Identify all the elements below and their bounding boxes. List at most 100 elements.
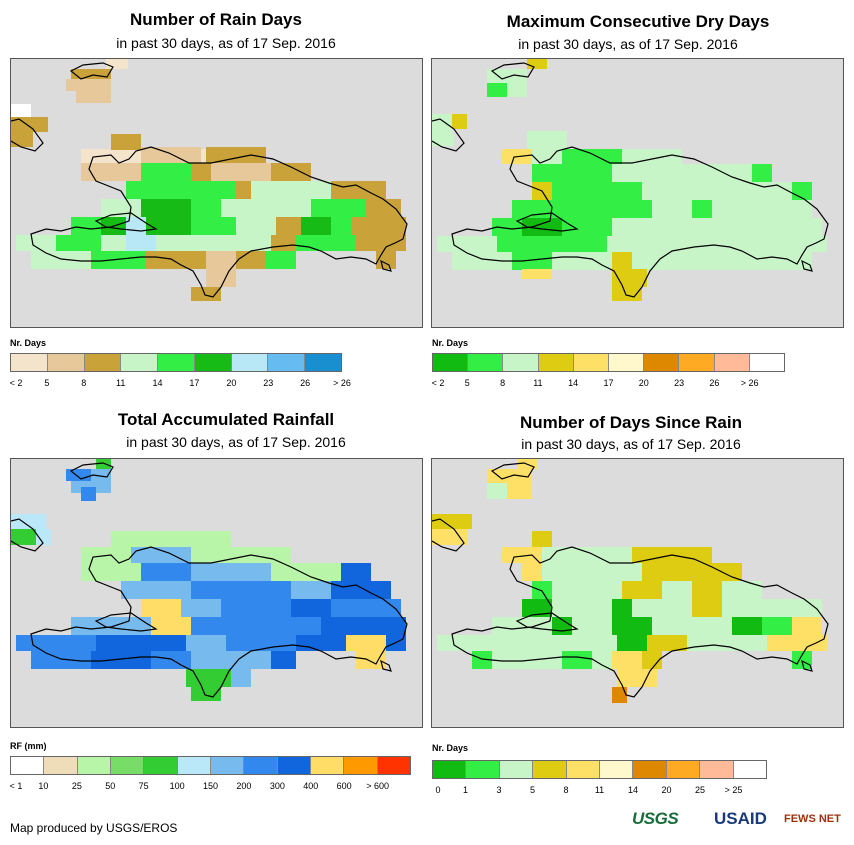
- rain-days-map: [10, 58, 423, 328]
- legend-swatch: [538, 354, 574, 371]
- legend-swatch: [609, 354, 645, 371]
- map-canvas: [11, 459, 408, 701]
- legend-swatch: [11, 757, 45, 774]
- legend-label: 26: [709, 378, 720, 388]
- legend-label: 25: [71, 781, 82, 791]
- legend-label: 20: [638, 378, 649, 388]
- legend-label: < 2: [431, 378, 445, 388]
- legend-label: < 2: [9, 378, 23, 388]
- legend-label: 8: [81, 378, 87, 388]
- legend-label: 25: [694, 785, 706, 795]
- legend-swatch: [47, 354, 85, 371]
- fews-net-logo: FEWS NET: [784, 813, 841, 825]
- dry-days-map: [431, 58, 844, 328]
- legend-swatch: [714, 354, 750, 371]
- island-outline: [11, 62, 408, 298]
- panel-subtitle: in past 30 days, as of 17 Sep. 2016: [521, 436, 741, 452]
- island-outline: [432, 462, 829, 698]
- legend-label: 20: [226, 378, 237, 388]
- legend-title: RF (mm): [10, 741, 47, 751]
- legend-label: 200: [236, 781, 252, 791]
- legend-title: Nr. Days: [10, 338, 47, 348]
- days-since-rain-legend: [432, 760, 767, 779]
- map-pixels: [11, 459, 406, 701]
- legend-swatch: [194, 354, 232, 371]
- legend-label: 8: [500, 378, 506, 388]
- legend-label: > 600: [366, 781, 389, 791]
- legend-swatch: [110, 757, 145, 774]
- legend-swatch: [733, 761, 767, 778]
- legend-label: 11: [594, 785, 605, 795]
- legend-label: 14: [152, 378, 163, 388]
- rainfall-legend: [10, 756, 411, 775]
- legend-swatch: [433, 354, 469, 371]
- legend-swatch: [433, 761, 467, 778]
- legend-label: 150: [202, 781, 219, 791]
- legend-label: 5: [529, 785, 536, 795]
- legend-label: < 1: [9, 781, 23, 791]
- legend-label: 0: [435, 785, 441, 795]
- legend-label: 11: [115, 378, 126, 388]
- map-pixels: [432, 459, 827, 703]
- legend-label: 20: [661, 785, 672, 795]
- legend-label: 1: [462, 785, 469, 795]
- legend-swatch: [499, 761, 534, 778]
- days-since-rain-map: [431, 458, 844, 728]
- legend-label: 400: [303, 781, 319, 791]
- legend-swatch: [633, 761, 667, 778]
- legend-label: 11: [533, 378, 543, 388]
- island-outline: [432, 62, 829, 298]
- legend-label: 50: [105, 781, 116, 791]
- legend-title: Nr. Days: [432, 743, 469, 753]
- legend-swatch: [377, 757, 410, 774]
- legend-swatch: [244, 757, 278, 774]
- legend-swatch: [277, 757, 311, 774]
- legend-swatch: [749, 354, 785, 371]
- legend-swatch: [644, 354, 680, 371]
- panel-title: Number of Rain Days: [130, 10, 302, 29]
- legend-label: 23: [674, 378, 685, 388]
- legend-swatch: [533, 761, 567, 778]
- map-pixels: [11, 59, 406, 301]
- legend-label: 100: [169, 781, 185, 791]
- legend-title: Nr. Days: [432, 338, 469, 348]
- map-canvas: [432, 459, 829, 703]
- rainfall-map: [10, 458, 423, 728]
- usaid-logo: USAID: [714, 809, 767, 828]
- legend-label: 3: [496, 785, 502, 795]
- panel-title: Total Accumulated Rainfall: [117, 410, 335, 429]
- legend-swatch: [121, 354, 159, 371]
- legend-swatch: [310, 757, 345, 774]
- legend-label: 5: [44, 378, 50, 388]
- legend-swatch: [158, 354, 195, 371]
- legend-swatch: [466, 761, 500, 778]
- panel-subtitle: in past 30 days, as of 17 Sep. 2016: [518, 36, 738, 52]
- legend-swatch: [305, 354, 342, 371]
- legend-label: 14: [627, 785, 639, 795]
- legend-swatch: [468, 354, 504, 371]
- legend-label: 23: [263, 378, 274, 388]
- panel-title: Number of Days Since Rain: [519, 413, 742, 432]
- legend-swatch: [503, 354, 539, 371]
- legend-swatch: [700, 761, 734, 778]
- legend-label: 14: [568, 378, 579, 388]
- legend-label: 75: [138, 781, 149, 791]
- legend-swatch: [679, 354, 715, 371]
- legend-swatch: [566, 761, 601, 778]
- map-pixels: [432, 59, 827, 301]
- map-canvas: [432, 59, 829, 301]
- legend-swatch: [210, 757, 245, 774]
- rain-days-legend: [10, 353, 342, 372]
- panel-subtitle: in past 30 days, as of 17 Sep. 2016: [126, 434, 346, 450]
- dry-days-legend: [432, 353, 785, 372]
- usgs-logo: USGS: [632, 809, 679, 828]
- legend-label: 8: [563, 785, 569, 795]
- legend-swatch: [44, 757, 78, 774]
- legend-label: 5: [464, 378, 470, 388]
- map-canvas: [11, 59, 408, 301]
- legend-label: > 25: [724, 785, 743, 795]
- island-outline: [11, 462, 408, 698]
- map-credit: Map produced by USGS/EROS: [10, 821, 178, 835]
- legend-label: > 26: [333, 378, 351, 388]
- legend-label: 300: [269, 781, 285, 791]
